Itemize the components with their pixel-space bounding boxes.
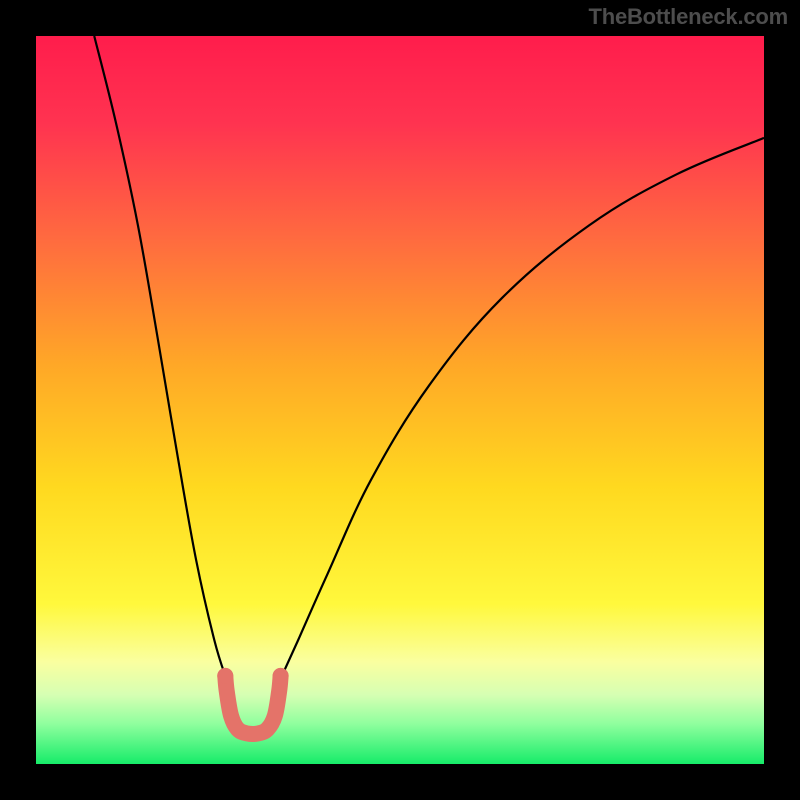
attribution-label: TheBottleneck.com	[588, 4, 788, 30]
notch-endpoint-right	[273, 668, 289, 684]
notch-endpoint-left	[217, 668, 233, 684]
bottleneck-chart	[0, 0, 800, 800]
gradient-panel	[36, 36, 764, 764]
